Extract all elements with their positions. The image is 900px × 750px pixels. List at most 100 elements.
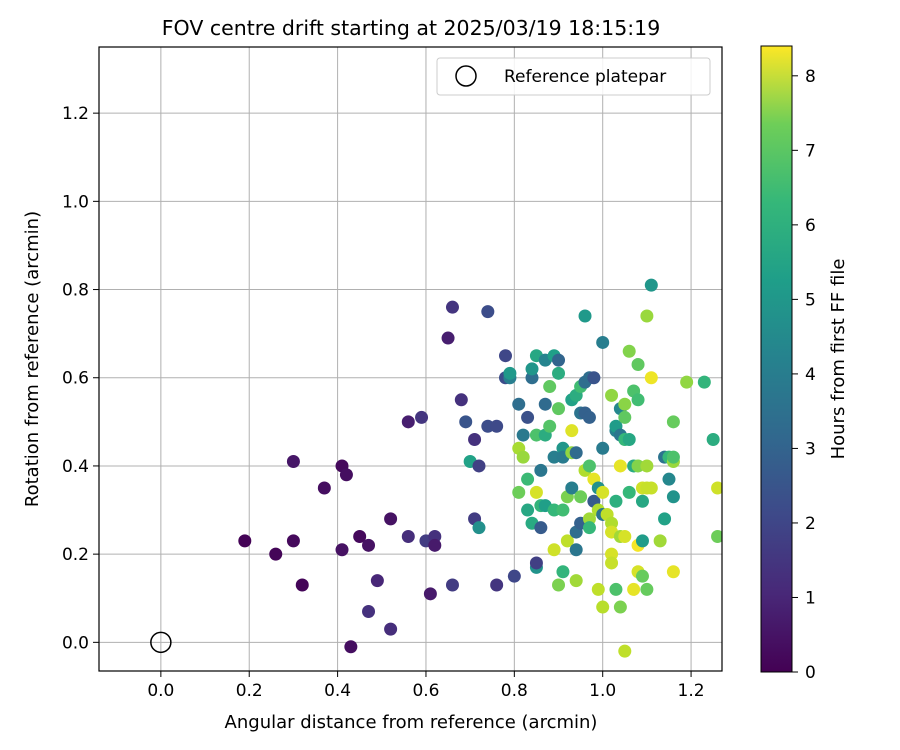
- data-point: [362, 604, 376, 618]
- x-axis-ticks: 0.0 0.2 0.4 0.6 0.8 1.0 1.2: [147, 671, 705, 701]
- colorbar-tick-label: 0: [805, 663, 816, 683]
- x-tick-label: 1.2: [678, 681, 705, 701]
- data-point: [552, 366, 566, 380]
- y-tick-label: 0.2: [62, 545, 89, 565]
- data-point: [269, 547, 283, 561]
- data-point: [543, 380, 557, 394]
- x-tick-label: 1.0: [589, 681, 616, 701]
- data-point: [582, 410, 596, 424]
- data-point: [565, 424, 579, 438]
- data-point: [622, 432, 636, 446]
- colorbar-tick-label: 6: [805, 216, 816, 236]
- data-point: [490, 578, 504, 592]
- data-point: [711, 481, 722, 495]
- data-point: [472, 521, 486, 535]
- data-point: [521, 503, 535, 517]
- data-point: [525, 362, 539, 376]
- x-tick-label: 0.8: [501, 681, 528, 701]
- data-point: [317, 481, 331, 495]
- x-tick-label: 0.0: [147, 681, 174, 701]
- y-axis-ticks: 0.0 0.2 0.4 0.6 0.8 1.0 1.2: [62, 104, 99, 653]
- data-point: [644, 481, 658, 495]
- grid: [99, 47, 722, 671]
- colorbar-tick-label: 8: [805, 67, 816, 87]
- data-point: [609, 582, 623, 596]
- data-point: [613, 600, 627, 614]
- x-tick-label: 0.4: [324, 681, 351, 701]
- data-point: [640, 459, 654, 473]
- y-tick-label: 0.4: [62, 457, 89, 477]
- data-point: [618, 644, 632, 658]
- data-point: [552, 353, 566, 367]
- data-point: [666, 490, 680, 504]
- colorbar-tick-label: 7: [805, 141, 816, 161]
- data-point: [680, 375, 694, 389]
- data-point: [353, 529, 367, 543]
- data-point: [697, 375, 711, 389]
- x-tick-label: 0.6: [412, 681, 439, 701]
- y-tick-label: 0.6: [62, 369, 89, 389]
- data-point: [423, 587, 437, 601]
- data-point: [415, 410, 429, 424]
- data-point: [384, 512, 398, 526]
- y-axis-label: Rotation from reference (arcmin): [22, 211, 43, 507]
- data-point: [529, 556, 543, 570]
- data-point: [441, 331, 455, 345]
- y-tick-label: 0.8: [62, 281, 89, 301]
- data-point: [384, 622, 398, 636]
- data-point: [613, 459, 627, 473]
- data-point: [627, 582, 641, 596]
- data-point: [596, 335, 610, 349]
- data-point: [605, 556, 619, 570]
- colorbar-tick-label: 3: [805, 439, 816, 459]
- data-point: [622, 344, 636, 358]
- data-point: [640, 582, 654, 596]
- data-point: [335, 543, 349, 557]
- y-tick-label: 1.0: [62, 192, 89, 212]
- data-point: [662, 472, 676, 486]
- data-point: [547, 543, 561, 557]
- data-point: [631, 358, 645, 372]
- data-point: [516, 428, 530, 442]
- data-point: [582, 459, 596, 473]
- data-point: [582, 521, 596, 535]
- data-point: [529, 485, 543, 499]
- data-point: [666, 565, 680, 579]
- data-point: [640, 309, 654, 323]
- data-point: [286, 534, 300, 548]
- colorbar: [760, 45, 793, 673]
- data-point: [507, 569, 521, 583]
- data-point: [596, 485, 610, 499]
- legend-box: [436, 57, 711, 96]
- data-point: [538, 397, 552, 411]
- colorbar-tick-label: 1: [805, 588, 816, 608]
- data-point: [556, 565, 570, 579]
- data-point: [445, 578, 459, 592]
- data-point: [521, 472, 535, 486]
- data-point: [459, 415, 473, 429]
- data-point: [706, 432, 720, 446]
- data-point: [468, 432, 482, 446]
- data-point: [512, 485, 526, 499]
- data-point: [503, 366, 517, 380]
- data-point: [344, 640, 358, 654]
- y-tick-label: 0.0: [62, 633, 89, 653]
- data-point: [534, 463, 548, 477]
- data-point: [569, 446, 583, 460]
- y-tick-label: 1.2: [62, 104, 89, 124]
- data-point: [618, 397, 632, 411]
- data-point: [428, 538, 442, 552]
- data-point: [286, 455, 300, 469]
- data-point: [574, 490, 588, 504]
- colorbar-tick-label: 4: [805, 365, 816, 385]
- colorbar-tick-label: 5: [805, 290, 816, 310]
- data-point: [596, 600, 610, 614]
- data-point: [556, 503, 570, 517]
- legend: Reference platepar: [436, 57, 711, 96]
- data-point: [569, 543, 583, 557]
- data-point: [295, 578, 309, 592]
- data-point: [644, 371, 658, 385]
- data-point: [490, 419, 504, 433]
- data-point: [560, 534, 574, 548]
- data-point: [565, 481, 579, 495]
